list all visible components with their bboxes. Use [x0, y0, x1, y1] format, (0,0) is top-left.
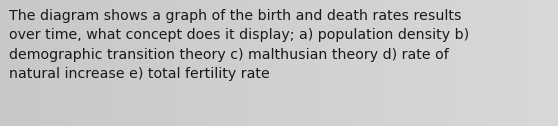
Text: The diagram shows a graph of the birth and death rates results
over time, what c: The diagram shows a graph of the birth a… — [9, 9, 469, 81]
